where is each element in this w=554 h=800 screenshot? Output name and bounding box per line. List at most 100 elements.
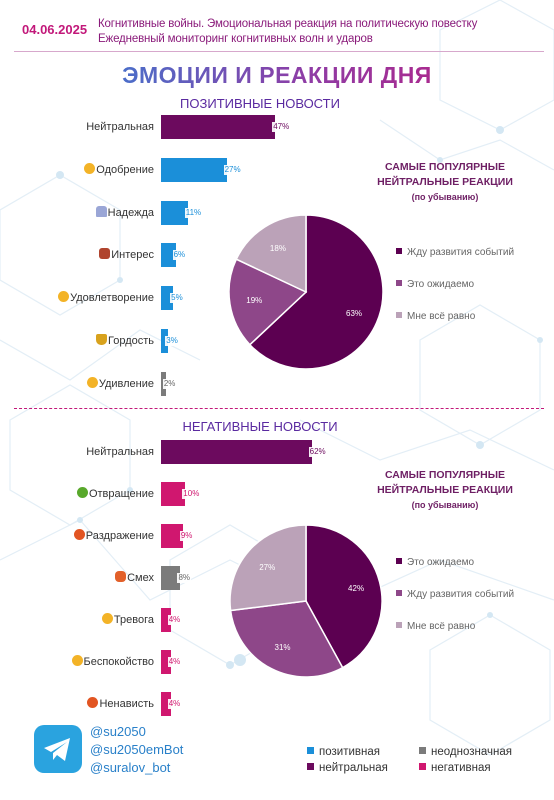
negative-category-text: Раздражение: [85, 530, 154, 542]
positive-pie-legend-swatch: [396, 280, 402, 286]
negative-category-text: Смех: [127, 572, 154, 584]
page-title: ЭМОЦИИ И РЕАКЦИИ ДНЯ: [0, 62, 554, 89]
positive-pie-legend-item: Мне всё равно: [396, 311, 475, 323]
legend-item-neutral: нейтральная: [307, 762, 388, 774]
positive-bar: [161, 157, 227, 182]
negative-category-label: Раздражение: [73, 528, 154, 544]
negative-pie-legend-item: Жду развития событий: [396, 589, 514, 601]
legend-swatch-positive: [307, 747, 314, 754]
telegram-icon[interactable]: [34, 725, 82, 773]
positive-pie-slice: [235, 214, 307, 294]
handle-link-3[interactable]: @suralov_bot: [90, 760, 171, 775]
positive-value-label: 27%: [223, 164, 242, 175]
negative-pie-heading: САМЫЕ ПОПУЛЯРНЫЕ НЕЙТРАЛЬНЫЕ РЕАКЦИИ (по…: [360, 468, 530, 513]
positive-category-text: Удивление: [98, 377, 154, 390]
negative-bar: [161, 482, 186, 506]
handle-link-1[interactable]: @su2050: [90, 724, 146, 739]
negative-category-label: Ненависть: [87, 696, 154, 712]
positive-category-text: Гордость: [107, 335, 154, 347]
negative-pie-chart: 42% 31% 27%: [229, 524, 383, 678]
negative-category-label: Нейтральная: [86, 444, 154, 460]
legend-label-neutral: нейтральная: [319, 762, 388, 774]
negative-bar: [161, 440, 312, 464]
angry-face-icon: [87, 697, 99, 708]
telegram-plane-icon: [44, 738, 70, 761]
negative-value-label: 4%: [167, 699, 182, 709]
positive-value-label: 5%: [170, 293, 184, 304]
positive-pie-legend-swatch: [396, 248, 402, 254]
negative-category-label: Беспокойство: [71, 654, 155, 670]
negative-bar: [161, 650, 171, 674]
negative-category-text: Беспокойство: [83, 656, 155, 668]
negative-value-label: 10%: [182, 489, 201, 499]
surprised-face-icon: [86, 376, 98, 388]
legend-label-positive: позитивная: [319, 746, 380, 758]
positive-bar: [161, 200, 188, 225]
positive-pie-slice: [228, 258, 308, 346]
positive-pie-legend-item: Это ожидаемо: [396, 279, 474, 291]
positive-pie-slice-label: 18%: [270, 244, 286, 253]
header-divider: [14, 51, 544, 52]
positive-pie-legend-label: Жду развития событий: [407, 247, 515, 258]
positive-pie-slice-label: 63%: [346, 309, 362, 318]
negative-pie-slice-label: 42%: [348, 584, 364, 593]
negative-value-label: 9%: [179, 531, 194, 541]
positive-category-label: Надежда: [95, 205, 154, 221]
negative-pie-slice-label: 31%: [275, 643, 291, 652]
negative-pie-legend-label: Это ожидаемо: [407, 557, 475, 568]
trophy-icon: [95, 334, 107, 345]
header-subtitle-line-2: Ежедневный мониторинг когнитивных волн и…: [98, 33, 373, 45]
negative-category-label: Отвращение: [76, 486, 154, 502]
negative-pie-legend-swatch: [396, 622, 402, 628]
positive-category-label: Удовлетворение: [58, 290, 154, 306]
legend-item-ambiguous: неоднозначная: [419, 746, 512, 758]
negative-pie-legend-label: Мне всё равно: [407, 621, 476, 632]
negative-pie-legend-label: Жду развития событий: [407, 589, 515, 600]
section-divider: [14, 408, 544, 409]
thinking-icon: [99, 248, 111, 260]
positive-bar: [161, 329, 169, 353]
worried-face-icon: [101, 613, 113, 624]
positive-category-label: Удивление: [86, 376, 154, 392]
legend-label-ambiguous: неоднозначная: [431, 746, 512, 758]
legend-item-negative: негативная: [419, 762, 491, 774]
positive-pie-legend-label: Это ожидаемо: [407, 279, 475, 290]
laughing-cat-icon: [115, 571, 127, 582]
positive-category-label: Гордость: [95, 333, 154, 349]
negative-value-label: 4%: [167, 615, 182, 625]
legend-swatch-ambiguous: [419, 747, 426, 754]
positive-pie-subtitle: (по убыванию): [411, 192, 479, 202]
negative-pie-slice: [229, 524, 307, 612]
positive-pie-slice: [248, 214, 384, 370]
negative-category-text: Нейтральная: [86, 446, 154, 458]
negative-value-label: 62%: [308, 447, 327, 457]
praying-hands-icon: [95, 205, 107, 217]
positive-pie-title: САМЫЕ ПОПУЛЯРНЫЕ НЕЙТРАЛЬНЫЕ РЕАКЦИИ: [377, 161, 513, 188]
negative-pie-legend-swatch: [396, 590, 402, 596]
positive-value-label: 47%: [272, 122, 291, 132]
negative-category-text: Ненависть: [99, 698, 154, 710]
negative-pie-title: САМЫЕ ПОПУЛЯРНЫЕ НЕЙТРАЛЬНЫЕ РЕАКЦИИ: [377, 469, 513, 496]
legend-swatch-neutral: [307, 763, 314, 770]
handle-link-2[interactable]: @su2050emBot: [90, 742, 184, 757]
negative-category-text: Тревога: [113, 614, 154, 626]
negative-value-label: 8%: [177, 573, 191, 583]
positive-pie-legend-label: Мне всё равно: [407, 311, 476, 322]
negative-pie-legend-item: Это ожидаемо: [396, 557, 474, 569]
positive-section-title: ПОЗИТИВНЫЕ НОВОСТИ: [180, 96, 340, 111]
positive-pie-slice-label: 19%: [246, 296, 262, 305]
positive-pie-legend-swatch: [396, 312, 402, 318]
positive-pie-chart: 63% 19% 18%: [228, 214, 384, 370]
negative-pie-subtitle: (по убыванию): [411, 500, 479, 510]
negative-value-label: 4%: [167, 657, 182, 667]
negative-bar: [161, 566, 181, 590]
positive-category-label: Интерес: [99, 247, 154, 263]
positive-value-label: 3%: [165, 336, 179, 346]
positive-category-text: Надежда: [107, 206, 154, 219]
negative-section-title: НЕГАТИВНЫЕ НОВОСТИ: [182, 419, 338, 434]
negative-pie-legend-item: Мне всё равно: [396, 621, 475, 633]
positive-category-text: Нейтральная: [86, 121, 154, 133]
header-subtitle-line-1: Когнитивные войны. Эмоциональная реакция…: [98, 18, 478, 30]
legend-item-positive: позитивная: [307, 746, 380, 758]
